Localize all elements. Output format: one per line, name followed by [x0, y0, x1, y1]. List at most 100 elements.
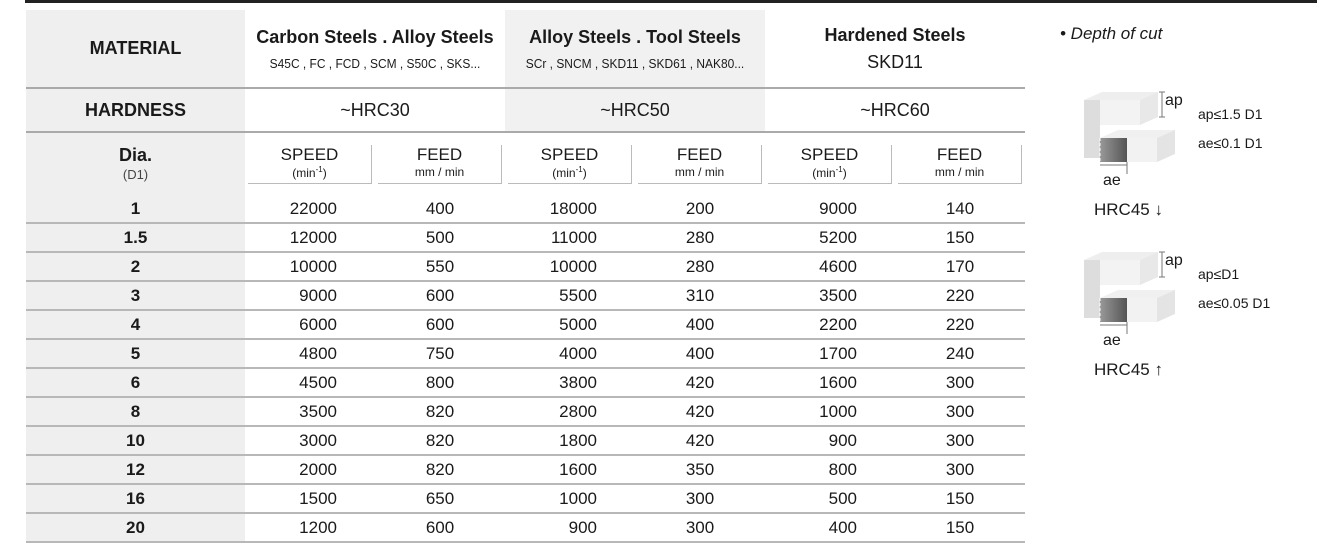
speed-cell: 10000 — [245, 252, 375, 282]
hardness-2: ~HRC50 — [505, 88, 765, 133]
cutting-conditions-table: MATERIAL Carbon Steels . Alloy Steels S45… — [26, 10, 1025, 543]
feed-label: FEED — [416, 145, 463, 164]
hardness-3: ~HRC60 — [765, 88, 1025, 133]
ae-label: ae — [1103, 332, 1121, 349]
feed-cell: 300 — [895, 426, 1025, 456]
feed-cell: 350 — [635, 455, 765, 485]
feed-cell: 400 — [375, 195, 505, 224]
speed-cell: 10000 — [505, 252, 635, 282]
speed-label: SPEED — [280, 145, 339, 164]
speed-unit: (min-1) — [812, 165, 847, 180]
speed-cell: 5500 — [505, 281, 635, 311]
feed-cell: 200 — [635, 195, 765, 224]
speed-cell: 4000 — [505, 339, 635, 369]
diameter-cell: 1.5 — [26, 223, 245, 253]
table-row: 1 22000 400 18000 200 9000 140 — [26, 195, 1025, 224]
speed-cell: 12000 — [245, 223, 375, 253]
diameter-cell: 3 — [26, 281, 245, 311]
feed-cell: 310 — [635, 281, 765, 311]
feed-label: FEED — [676, 145, 723, 164]
feed-cell: 300 — [895, 368, 1025, 398]
speed-unit: (min-1) — [552, 165, 587, 180]
speed-cell: 1700 — [765, 339, 895, 369]
feed-unit: mm / min — [934, 165, 985, 179]
table-row: 4 6000 600 5000 400 2200 220 — [26, 310, 1025, 340]
feed-unit: mm / min — [674, 165, 725, 179]
feed-cell: 150 — [895, 513, 1025, 543]
feed-cell: 500 — [375, 223, 505, 253]
speed-cell: 3800 — [505, 368, 635, 398]
speed-column-header: SPEED (min-1) — [245, 132, 375, 195]
speed-cell: 6000 — [245, 310, 375, 340]
table-row: 10 3000 820 1800 420 900 300 — [26, 426, 1025, 456]
ae-limit: ae≤0.1 D1 — [1198, 135, 1263, 151]
diameter-cell: 2 — [26, 252, 245, 282]
speed-cell: 3500 — [765, 281, 895, 311]
diameter-cell: 5 — [26, 339, 245, 369]
feed-cell: 300 — [635, 513, 765, 543]
group-header-1: Carbon Steels . Alloy Steels S45C , FC , … — [245, 10, 505, 89]
speed-cell: 1200 — [245, 513, 375, 543]
feed-label: FEED — [936, 145, 983, 164]
speed-cell: 400 — [765, 513, 895, 543]
feed-cell: 550 — [375, 252, 505, 282]
step-block-diagram-icon — [1084, 91, 1175, 174]
diameter-cell: 20 — [26, 513, 245, 543]
feed-cell: 150 — [895, 484, 1025, 514]
speed-cell: 2000 — [245, 455, 375, 485]
speed-cell: 2800 — [505, 397, 635, 427]
table-row: 6 4500 800 3800 420 1600 300 — [26, 368, 1025, 398]
speed-cell: 9000 — [245, 281, 375, 311]
feed-cell: 820 — [375, 426, 505, 456]
feed-cell: 220 — [895, 310, 1025, 340]
ae-limit: ae≤0.05 D1 — [1198, 295, 1271, 311]
ap-limit: ap≤D1 — [1198, 266, 1240, 282]
feed-cell: 600 — [375, 281, 505, 311]
speed-cell: 1600 — [765, 368, 895, 398]
feed-cell: 240 — [895, 339, 1025, 369]
table-row: 1.5 12000 500 11000 280 5200 150 — [26, 223, 1025, 253]
feed-cell: 750 — [375, 339, 505, 369]
speed-label: SPEED — [800, 145, 859, 164]
diameter-cell: 8 — [26, 397, 245, 427]
top-rule — [25, 0, 1317, 3]
diameter-cell: 12 — [26, 455, 245, 485]
speed-cell: 4800 — [245, 339, 375, 369]
speed-cell: 22000 — [245, 195, 375, 224]
hardness-condition: HRC45 ↓ — [1094, 200, 1163, 219]
speed-unit: (min-1) — [292, 165, 327, 180]
diameter-cell: 10 — [26, 426, 245, 456]
table-row: 8 3500 820 2800 420 1000 300 — [26, 397, 1025, 427]
speed-cell: 900 — [765, 426, 895, 456]
feed-cell: 800 — [375, 368, 505, 398]
table-row: 12 2000 820 1600 350 800 300 — [26, 455, 1025, 485]
speed-cell: 900 — [505, 513, 635, 543]
speed-cell: 1000 — [505, 484, 635, 514]
speed-cell: 11000 — [505, 223, 635, 253]
speed-cell: 1600 — [505, 455, 635, 485]
feed-cell: 300 — [635, 484, 765, 514]
speed-cell: 18000 — [505, 195, 635, 224]
feed-cell: 170 — [895, 252, 1025, 282]
feed-unit: mm / min — [414, 165, 465, 179]
feed-cell: 400 — [635, 310, 765, 340]
speed-cell: 1000 — [765, 397, 895, 427]
material-header: MATERIAL — [26, 10, 245, 89]
table-row: 3 9000 600 5500 310 3500 220 — [26, 281, 1025, 311]
speed-column-header: SPEED (min-1) — [505, 132, 635, 195]
hardness-header: HARDNESS — [26, 88, 245, 133]
speed-cell: 4600 — [765, 252, 895, 282]
feed-column-header: FEED mm / min — [375, 132, 505, 195]
feed-cell: 650 — [375, 484, 505, 514]
depth-of-cut-title: • Depth of cut — [1060, 24, 1163, 43]
hardness-condition: HRC45 ↑ — [1094, 360, 1163, 379]
feed-cell: 820 — [375, 455, 505, 485]
speed-cell: 1800 — [505, 426, 635, 456]
speed-cell: 9000 — [765, 195, 895, 224]
speed-cell: 4500 — [245, 368, 375, 398]
feed-cell: 150 — [895, 223, 1025, 253]
speed-cell: 500 — [765, 484, 895, 514]
feed-cell: 300 — [895, 455, 1025, 485]
step-block-diagram-icon — [1084, 251, 1175, 334]
feed-cell: 280 — [635, 223, 765, 253]
